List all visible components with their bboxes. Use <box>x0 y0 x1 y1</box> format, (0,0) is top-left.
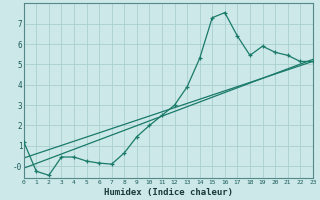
X-axis label: Humidex (Indice chaleur): Humidex (Indice chaleur) <box>104 188 233 197</box>
